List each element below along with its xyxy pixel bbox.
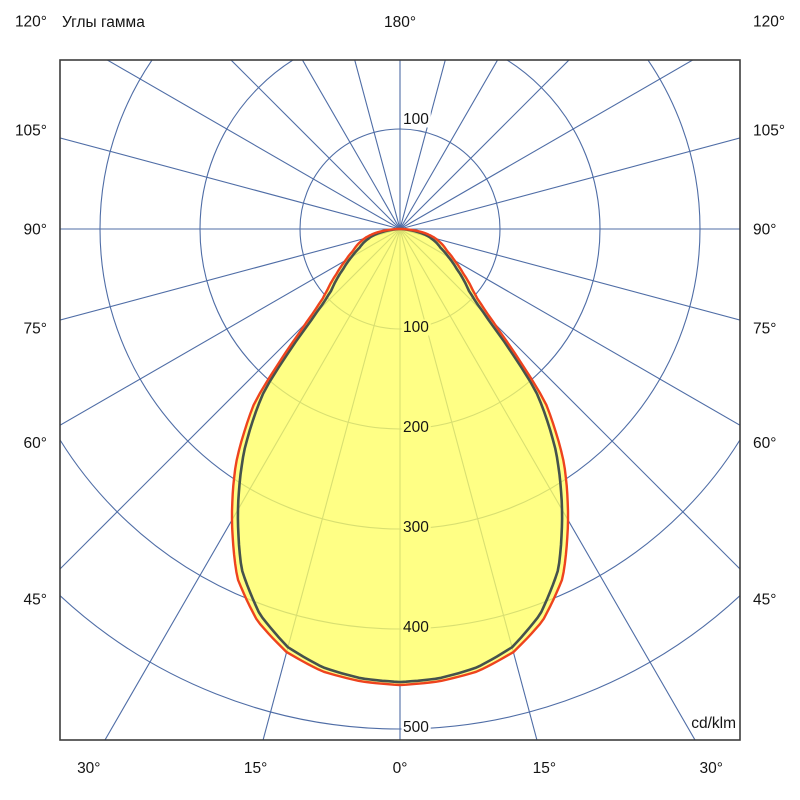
radial-tick-label: 400 (403, 619, 429, 636)
gamma-label-right: 105° (753, 122, 785, 139)
grid-ray (60, 228, 401, 570)
radial-tick-label: 100 (403, 319, 429, 336)
gamma-label-bottom: 15° (533, 760, 556, 777)
plot-frame (59, 59, 741, 741)
grid-ray (399, 60, 570, 230)
gamma-label-left: 60° (24, 435, 47, 452)
radial-tick-label: 300 (403, 519, 429, 536)
radial-tick-label-bg (401, 319, 431, 336)
grid-ray (230, 60, 401, 230)
radial-tick-label-bg (401, 111, 431, 128)
grid-ray (301, 60, 401, 230)
gamma-label-bottom: 0° (393, 760, 408, 777)
curve-c0-c180 (230, 227, 570, 687)
grid-ray (399, 228, 740, 426)
grid-ray (106, 60, 401, 230)
gamma-label-right: 90° (753, 222, 776, 239)
gamma-label-right: 120° (753, 14, 785, 31)
radial-tick-label-bg (401, 519, 431, 536)
gamma-label-top: 180° (384, 14, 416, 31)
gamma-label-bottom: 30° (77, 760, 100, 777)
grid-ray (399, 228, 740, 321)
grid-ray (399, 60, 446, 230)
units-label: cd/klm (691, 715, 736, 732)
radial-tick-label: 100 (403, 111, 429, 128)
gamma-label-right: 45° (753, 592, 776, 609)
gamma-label-left: 45° (24, 592, 47, 609)
radial-tick-label-bg (401, 719, 431, 736)
gamma-label-right: 60° (753, 435, 776, 452)
grid-ray (399, 228, 740, 570)
gamma-label-left: 75° (24, 321, 47, 338)
grid-ray (60, 228, 401, 321)
grid-ray (399, 137, 740, 230)
grid-ray (354, 60, 401, 230)
gamma-label-left: 105° (15, 122, 47, 139)
curve-c90-c270 (236, 227, 564, 684)
grid-ray (60, 137, 401, 230)
gamma-label-right: 75° (753, 321, 776, 338)
radial-tick-label: 200 (403, 419, 429, 436)
radial-tick-label-bg (401, 619, 431, 636)
radial-tick-label-bg (401, 419, 431, 436)
grid-ray (399, 60, 499, 230)
lobe-fill (232, 229, 568, 685)
gamma-label-bottom: 15° (244, 760, 267, 777)
chart-title: Углы гамма (62, 14, 145, 31)
gamma-label-left: 120° (15, 14, 47, 31)
radial-tick-label: 500 (403, 719, 429, 736)
gamma-label-left: 90° (24, 222, 47, 239)
grid-ray (60, 228, 401, 426)
grid-ray (399, 60, 694, 230)
gamma-label-bottom: 30° (699, 760, 722, 777)
